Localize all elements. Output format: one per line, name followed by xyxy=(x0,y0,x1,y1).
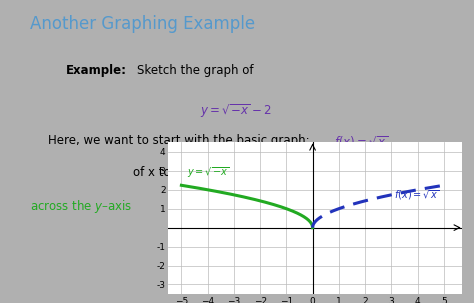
Text: reflects the graph of: reflects the graph of xyxy=(222,166,351,179)
Text: across the $y$–axis: across the $y$–axis xyxy=(30,198,132,215)
Text: of x to: of x to xyxy=(133,166,174,179)
Text: $f(x) = \sqrt{x}$: $f(x) = \sqrt{x}$ xyxy=(352,166,406,182)
Text: Example:: Example: xyxy=(65,64,127,77)
Text: Another Graphing Example: Another Graphing Example xyxy=(30,15,255,33)
Text: $f(x) = \sqrt{x}$: $f(x) = \sqrt{x}$ xyxy=(394,188,439,202)
Text: $-x$: $-x$ xyxy=(191,166,210,179)
Text: $y = \sqrt{-x} - 2$: $y = \sqrt{-x} - 2$ xyxy=(200,102,272,120)
Text: $y = \sqrt{-x}$: $y = \sqrt{-x}$ xyxy=(187,166,229,181)
Text: $f(x) = \sqrt{x}$: $f(x) = \sqrt{x}$ xyxy=(334,134,388,150)
Text: Here, we want to start with the basic graph:: Here, we want to start with the basic gr… xyxy=(48,134,317,147)
Text: Sketch the graph of: Sketch the graph of xyxy=(137,64,254,77)
